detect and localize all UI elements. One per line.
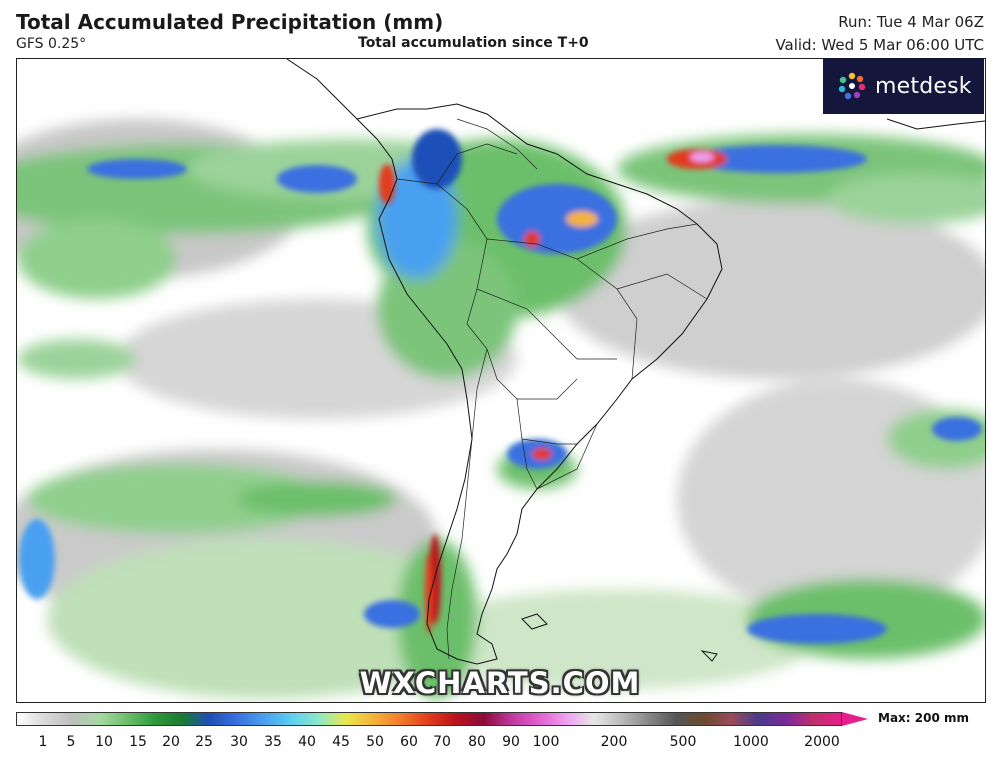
valid-time: Valid: Wed 5 Mar 06:00 UTC xyxy=(775,36,984,54)
color-scale-max-arrow xyxy=(842,712,868,726)
precipitation-field xyxy=(17,119,985,699)
color-scale-tick-label: 25 xyxy=(195,734,213,750)
color-scale-tick-label: 500 xyxy=(669,734,697,750)
country-borders xyxy=(396,118,708,660)
metdesk-flower-logo-icon xyxy=(838,72,866,100)
color-scale-tick-label: 90 xyxy=(502,734,520,750)
color-scale-tick-label: 15 xyxy=(129,734,147,750)
color-scale-tick-label: 70 xyxy=(433,734,451,750)
chart-title: Total Accumulated Precipitation (mm) xyxy=(16,10,444,34)
color-scale-tick-label: 40 xyxy=(298,734,316,750)
color-scale-tick-label: 60 xyxy=(400,734,418,750)
color-scale-tick-label: 45 xyxy=(332,734,350,750)
color-scale-ticks: 1 5 10 15 20 25 30 35 40 45 50 60 70 80 90 100 200 500 100… xyxy=(0,734,1000,754)
color-scale-tick-label: 10 xyxy=(95,734,113,750)
color-scale-tick-label: 2000 xyxy=(804,734,840,750)
chart-subtitle: Total accumulation since T+0 xyxy=(358,35,589,51)
run-time: Run: Tue 4 Mar 06Z xyxy=(838,13,984,31)
model-label: GFS 0.25° xyxy=(16,36,87,52)
color-scale-tick-label: 35 xyxy=(264,734,282,750)
color-scale-tick-label: 1 xyxy=(38,734,48,750)
metdesk-logo[interactable]: metdesk xyxy=(823,58,984,114)
precipitation-map[interactable] xyxy=(16,58,986,703)
heavy-precipitation-cells xyxy=(19,129,982,644)
color-scale-tick-label: 1000 xyxy=(733,734,769,750)
color-scale-tick-label: 200 xyxy=(600,734,628,750)
metdesk-logo-text: metdesk xyxy=(875,73,972,99)
color-scale-tick-label: 5 xyxy=(66,734,76,750)
max-value-label: Max: 200 mm xyxy=(878,711,969,725)
color-scale-tick-label: 30 xyxy=(230,734,248,750)
color-scale-tick-label: 100 xyxy=(532,734,560,750)
coastlines xyxy=(286,59,985,665)
wxcharts-watermark: WXCHARTS.COM xyxy=(359,666,641,700)
color-scale-tick-label: 50 xyxy=(366,734,384,750)
precipitation-color-scale xyxy=(16,712,842,726)
color-scale-tick-label: 80 xyxy=(468,734,486,750)
color-scale-tick-label: 20 xyxy=(162,734,180,750)
